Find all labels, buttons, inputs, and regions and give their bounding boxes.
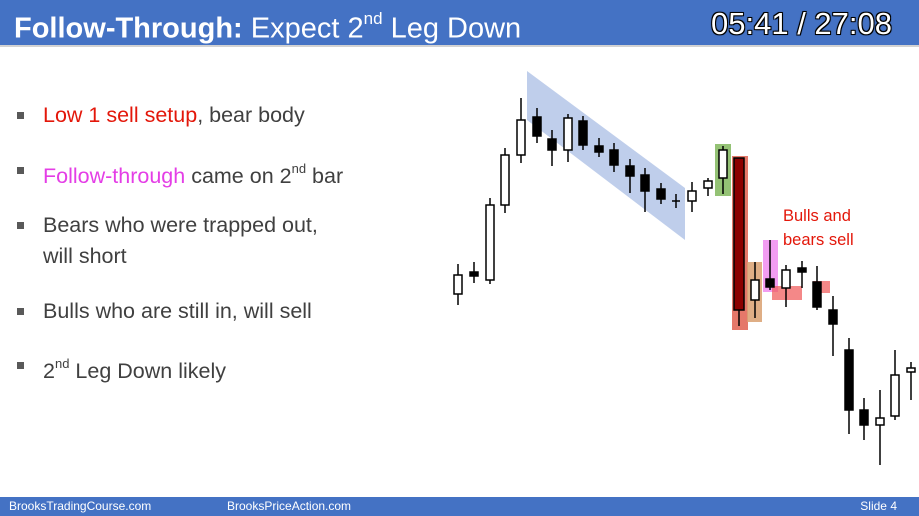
bullet-marker bbox=[17, 167, 24, 174]
bullet-marker bbox=[17, 362, 24, 369]
highlight-red: Low 1 sell setup bbox=[43, 103, 198, 127]
bullet-rest: , bear body bbox=[197, 103, 305, 127]
bullet-text: 2nd Leg Down likely bbox=[43, 350, 226, 387]
bullet-marker bbox=[17, 308, 24, 315]
bullet-marker bbox=[17, 112, 24, 119]
bullet-pre: came on 2 bbox=[185, 164, 292, 189]
title-divider bbox=[0, 45, 919, 47]
red-band-1 bbox=[772, 286, 802, 300]
bullet-text: Bulls who are still in, will sell bbox=[43, 299, 312, 323]
candlestick-chart bbox=[453, 71, 916, 465]
annotation-line-2: bears sell bbox=[783, 231, 854, 249]
title-post: Leg Down bbox=[382, 12, 522, 45]
footer-center: BrooksPriceAction.com bbox=[227, 499, 352, 513]
bullet-post: Leg Down likely bbox=[69, 359, 226, 384]
bullet-sup: nd bbox=[54, 356, 70, 371]
footer-bar: BrooksTradingCourse.com BrooksPriceActio… bbox=[0, 497, 919, 516]
title-bold: Follow-Through: bbox=[14, 12, 243, 45]
bullet-post: bar bbox=[306, 164, 344, 189]
bullet-text: Follow-through came on 2nd bar bbox=[43, 155, 343, 192]
title-pre: Expect 2 bbox=[242, 12, 364, 45]
bullet-line-1: Bears who were trapped out, bbox=[43, 213, 318, 237]
chart-annotation: Bulls and bears sell bbox=[783, 204, 873, 252]
candles bbox=[453, 98, 916, 465]
bullet-text: Low 1 sell setup, bear body bbox=[43, 100, 305, 131]
bullet-sup: nd bbox=[291, 161, 307, 176]
bear-channel-highlight bbox=[527, 71, 685, 240]
footer-left: BrooksTradingCourse.com bbox=[9, 499, 152, 513]
title-bar: Follow-Through: Expect 2nd Leg Down 05:4… bbox=[0, 0, 919, 45]
bullet-marker bbox=[17, 222, 24, 229]
annotation-line-1: Bulls and bbox=[783, 207, 851, 225]
slide-number: Slide 4 bbox=[860, 499, 897, 513]
highlight-magenta: Follow-through bbox=[43, 164, 186, 189]
bullet-pre: 2 bbox=[43, 359, 55, 384]
bullet-text: Bears who were trapped out, will short bbox=[43, 210, 318, 272]
title-sup: nd bbox=[363, 9, 383, 28]
bullet-line-2: will short bbox=[43, 244, 127, 268]
video-timer: 05:41 / 27:08 bbox=[711, 6, 892, 41]
slide-title: Follow-Through: Expect 2nd Leg Down bbox=[14, 2, 522, 45]
